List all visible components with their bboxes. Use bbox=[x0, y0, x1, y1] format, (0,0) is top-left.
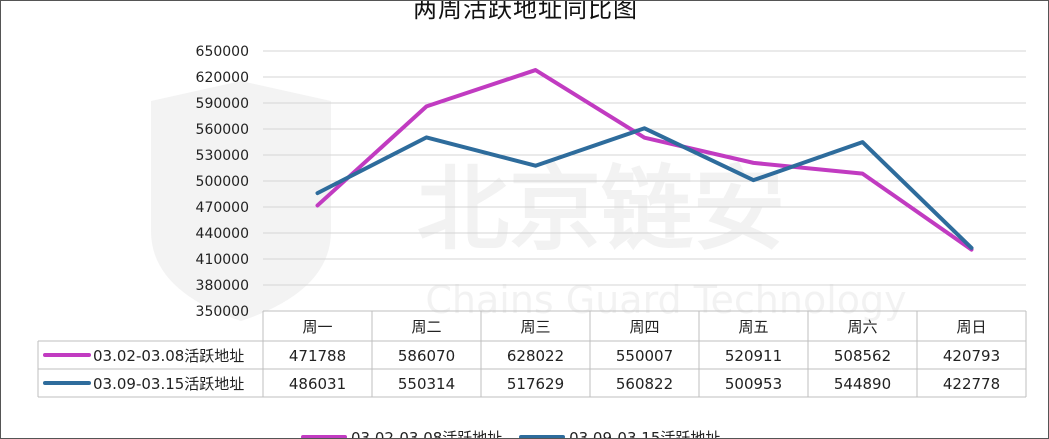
legend-swatch-1 bbox=[301, 435, 347, 438]
x-tick-label: 周日 bbox=[956, 318, 986, 336]
table-cell-value: 560822 bbox=[616, 375, 673, 393]
legend-item-2: 03.09-03.15活跃地址 bbox=[519, 427, 721, 439]
table-cell-value: 544890 bbox=[834, 375, 891, 393]
legend-label-1: 03.02-03.08活跃地址 bbox=[351, 428, 503, 439]
y-tick-label: 350000 bbox=[196, 304, 249, 320]
y-tick-label: 440000 bbox=[196, 226, 249, 242]
x-tick-label: 周四 bbox=[629, 318, 659, 336]
legend: 03.02-03.08活跃地址 03.09-03.15活跃地址 bbox=[301, 425, 732, 439]
watermark-cn-text: 北京链安 bbox=[417, 156, 785, 263]
y-tick-label: 380000 bbox=[196, 278, 249, 294]
table-cell-value: 586070 bbox=[398, 347, 455, 365]
table-cell-value: 517629 bbox=[507, 375, 564, 393]
data-table: 周一 周二 周三 周四 周五 周六 周日 03.02-03.08活跃地址 471788 58607… bbox=[37, 310, 1027, 398]
x-tick-label: 周一 bbox=[302, 318, 332, 336]
y-tick-label: 590000 bbox=[196, 96, 249, 112]
table-cell-value: 628022 bbox=[507, 347, 564, 365]
chart-title: 两周活跃地址同比图 bbox=[413, 0, 638, 23]
y-tick-label: 530000 bbox=[196, 148, 249, 164]
table-cell-value: 550314 bbox=[398, 375, 455, 393]
legend-item-1: 03.02-03.08活跃地址 bbox=[301, 427, 503, 439]
y-tick-label: 620000 bbox=[196, 70, 249, 86]
series-line-1 bbox=[315, 68, 974, 252]
series-lines bbox=[315, 68, 974, 252]
table-series-label: 03.02-03.08活跃地址 bbox=[93, 347, 244, 365]
table-cell-value: 422778 bbox=[943, 375, 1000, 393]
y-tick-label: 560000 bbox=[196, 122, 249, 138]
x-tick-label: 周五 bbox=[738, 318, 768, 336]
table-cell-value: 550007 bbox=[616, 347, 673, 365]
series-line-2 bbox=[315, 126, 974, 250]
y-axis: 350000 380000 410000 440000 470000 500000 5300… bbox=[196, 44, 249, 320]
legend-label-2: 03.09-03.15活跃地址 bbox=[569, 428, 721, 439]
x-tick-label: 周三 bbox=[520, 318, 550, 336]
table-cell-value: 520911 bbox=[725, 347, 782, 365]
y-tick-label: 500000 bbox=[196, 174, 249, 190]
y-tick-label: 410000 bbox=[196, 252, 249, 268]
x-tick-label: 周二 bbox=[411, 318, 441, 336]
legend-swatch-2 bbox=[519, 435, 566, 438]
watermark-logo: 北京链安 Chains Guard Technology bbox=[151, 81, 907, 322]
grid bbox=[263, 50, 1026, 312]
y-tick-label: 650000 bbox=[196, 44, 249, 60]
table-cell-value: 471788 bbox=[289, 347, 346, 365]
table-cell-value: 420793 bbox=[943, 347, 1000, 365]
table-cell-value: 500953 bbox=[725, 375, 782, 393]
table-cell-value: 486031 bbox=[289, 375, 346, 393]
x-tick-label: 周六 bbox=[847, 318, 877, 336]
y-tick-label: 470000 bbox=[196, 200, 249, 216]
table-cell-value: 508562 bbox=[834, 347, 891, 365]
table-series-label: 03.09-03.15活跃地址 bbox=[93, 375, 244, 393]
